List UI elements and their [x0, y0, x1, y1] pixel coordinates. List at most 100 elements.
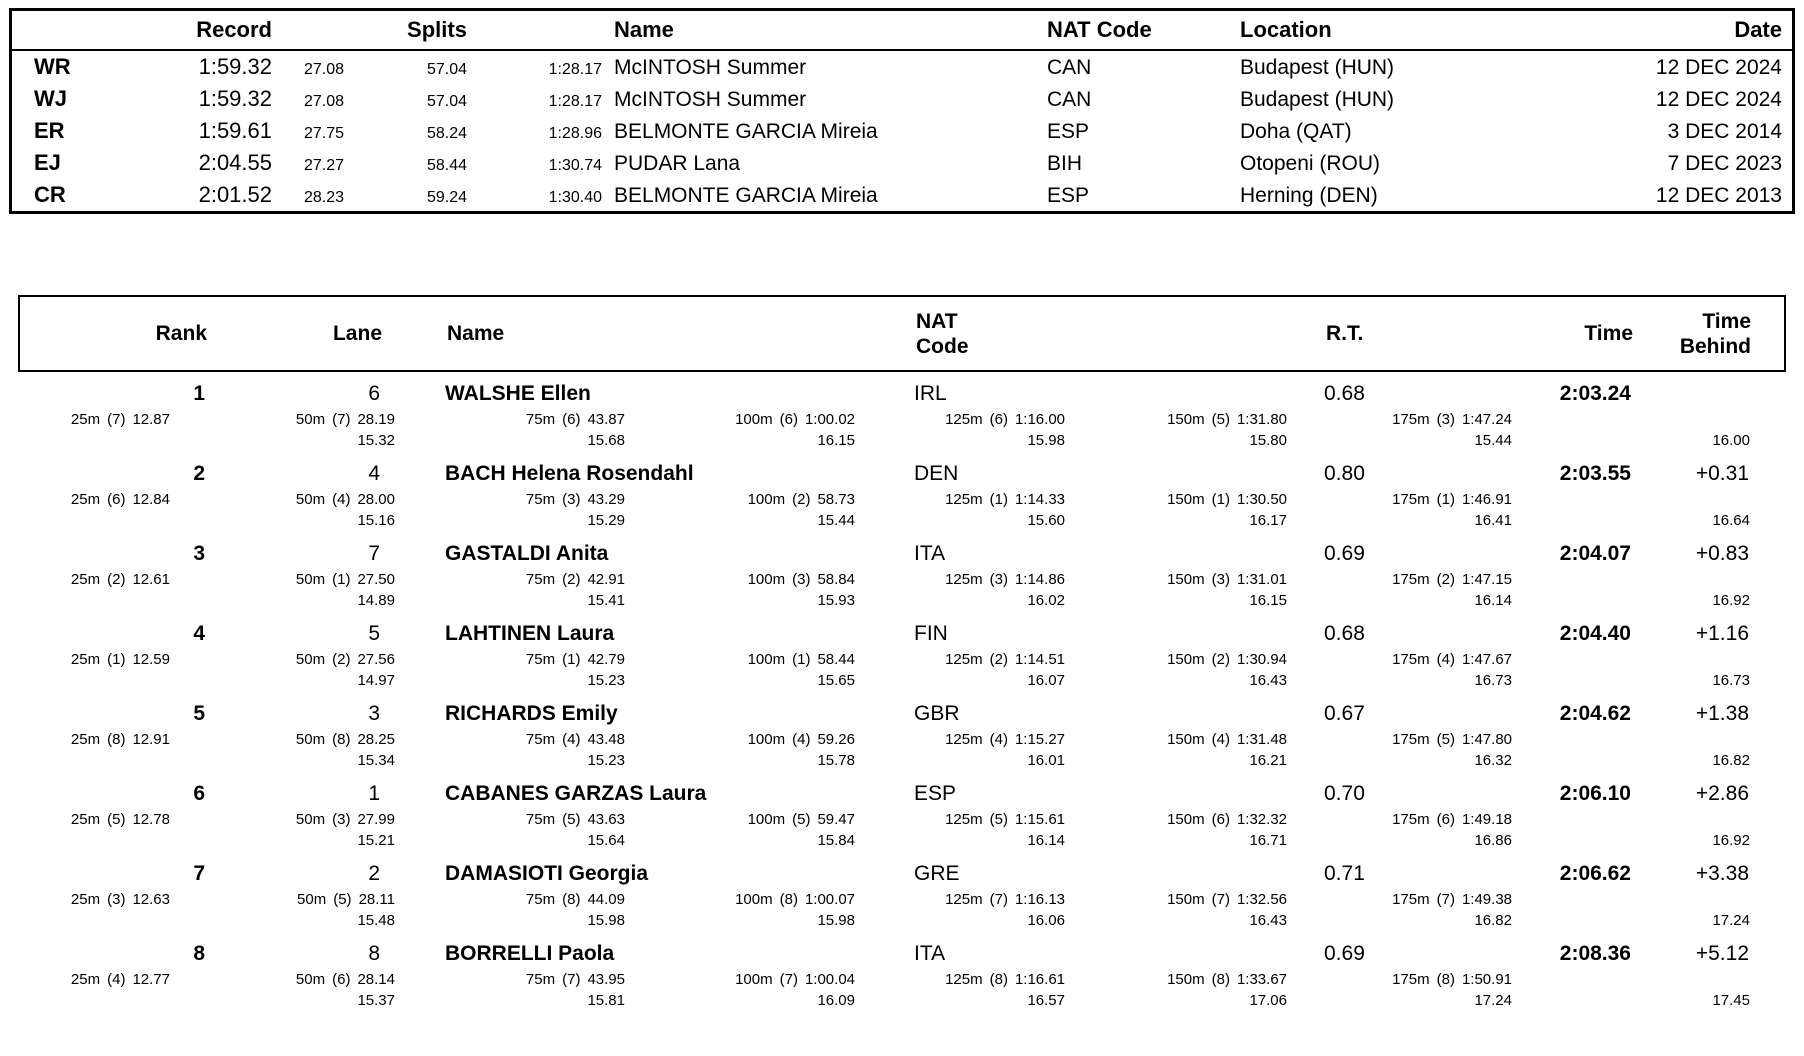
- split-cumulative-line: 175m (3) 1:47.24: [1287, 409, 1512, 430]
- record-time: 2:04.55: [198, 150, 272, 175]
- result-row: 1 6 WALSHE Ellen IRL 0.68 2:03.24 25m (7…: [18, 378, 1786, 451]
- records-header-location: Location: [1240, 17, 1332, 42]
- split-cumulative-line: 150m (1) 1:30.50: [1065, 489, 1287, 510]
- split-lap-time: 15.68: [587, 432, 625, 449]
- split-lap-time: 14.89: [357, 592, 395, 609]
- split-cumulative-line: 100m (2) 58.73: [625, 489, 855, 510]
- results-body: 1 6 WALSHE Ellen IRL 0.68 2:03.24 25m (7…: [18, 378, 1786, 1011]
- swimmer-name: WALSHE Ellen: [445, 382, 591, 405]
- split-cumulative-line: 175m (2) 1:47.15: [1287, 569, 1512, 590]
- result-lane: 8: [368, 942, 380, 965]
- split-cell: 100m (4) 59.26 15.78: [625, 729, 855, 771]
- split-cumulative-time: 1:30.50: [1236, 491, 1287, 508]
- split-cumulative-line: 50m (6) 28.14: [170, 969, 395, 990]
- split-position: (5): [333, 891, 352, 908]
- record-split-50m: 27.75: [303, 125, 344, 142]
- final-time: 2:04.07: [1559, 542, 1631, 565]
- records-header-nat-code: NAT Code: [1047, 17, 1152, 42]
- split-lap-time: 15.84: [817, 832, 855, 849]
- split-cumulative-line: 75m (2) 42.91: [395, 569, 625, 590]
- split-distance-label: 175m: [1392, 811, 1430, 828]
- split-distance-label: 125m: [945, 891, 983, 908]
- split-position: (4): [562, 731, 581, 748]
- split-distance-label: 150m: [1167, 651, 1205, 668]
- record-location: Otopeni (ROU): [1240, 152, 1381, 175]
- split-cumulative-line: [1512, 409, 1750, 430]
- split-cell: 50m (8) 28.25 15.34: [170, 729, 395, 771]
- split-cumulative-line: 100m (1) 58.44: [625, 649, 855, 670]
- result-nat-code: ITA: [914, 942, 946, 965]
- split-position: (5): [1436, 731, 1455, 748]
- splits-grid: 25m (1) 12.59 50m (2) 27.56 14.97 75m (1…: [18, 649, 1786, 691]
- split-cell: 175m (5) 1:47.80 16.32: [1287, 729, 1512, 771]
- split-position: (4): [1211, 731, 1230, 748]
- split-cumulative-time: 43.87: [587, 411, 625, 428]
- split-cumulative-time: 1:32.56: [1236, 891, 1287, 908]
- record-split-150m: 1:28.17: [548, 93, 602, 110]
- split-position: (5): [989, 811, 1008, 828]
- results-header-rank: Rank: [155, 322, 207, 345]
- split-cumulative-line: 75m (7) 43.95: [395, 969, 625, 990]
- swimmer-name: LAHTINEN Laura: [445, 622, 615, 645]
- split-lap-time: 15.16: [357, 512, 395, 529]
- split-cell: 16.64: [1512, 489, 1774, 531]
- split-position: (5): [107, 811, 126, 828]
- split-cell: 75m (6) 43.87 15.68: [395, 409, 625, 451]
- record-split-150m: 1:30.74: [548, 157, 602, 174]
- split-lap-time: [30, 750, 170, 771]
- split-lap-time: 15.98: [587, 912, 625, 929]
- split-cumulative-line: 25m (7) 12.87: [30, 409, 170, 430]
- split-distance-label: 50m: [295, 811, 326, 828]
- split-cumulative-line: 75m (6) 43.87: [395, 409, 625, 430]
- result-main-row: 6 1 CABANES GARZAS Laura ESP 0.70 2:06.1…: [18, 778, 1786, 809]
- split-position: (5): [1211, 411, 1230, 428]
- records-header-name: Name: [614, 17, 674, 42]
- split-cell: 25m (6) 12.84: [30, 489, 170, 531]
- record-row: ER 1:59.61 27.75 58.24 1:28.96 BELMONTE …: [12, 115, 1792, 147]
- split-distance-label: 25m: [70, 571, 101, 588]
- split-cumulative-line: 75m (5) 43.63: [395, 809, 625, 830]
- result-main-row: 3 7 GASTALDI Anita ITA 0.69 2:04.07 +0.8…: [18, 538, 1786, 569]
- split-lap-time: 16.00: [1712, 432, 1750, 449]
- split-cumulative-line: 175m (5) 1:47.80: [1287, 729, 1512, 750]
- final-time: 2:03.55: [1559, 462, 1631, 485]
- split-cumulative-line: 125m (5) 1:15.61: [855, 809, 1065, 830]
- split-position: (1): [562, 651, 581, 668]
- split-position: (3): [792, 571, 811, 588]
- split-position: (5): [792, 811, 811, 828]
- splits-grid: 25m (3) 12.63 50m (5) 28.11 15.48 75m (8…: [18, 889, 1786, 931]
- split-position: (8): [332, 731, 351, 748]
- record-split-150m: 1:28.17: [548, 61, 602, 78]
- split-cell: 75m (8) 44.09 15.98: [395, 889, 625, 931]
- split-cell: 16.82: [1512, 729, 1774, 771]
- split-cell: 125m (8) 1:16.61 16.57: [855, 969, 1065, 1011]
- split-lap-time: 16.02: [1027, 592, 1065, 609]
- split-cell: 25m (5) 12.78: [30, 809, 170, 851]
- split-cumulative-time: 1:47.67: [1461, 651, 1512, 668]
- time-behind: +1.38: [1695, 702, 1749, 725]
- final-time: 2:08.36: [1559, 942, 1631, 965]
- swimmer-name: BORRELLI Paola: [445, 942, 615, 965]
- split-cumulative-line: [1512, 809, 1750, 830]
- split-cell: 100m (1) 58.44 15.65: [625, 649, 855, 691]
- split-distance-label: 175m: [1392, 971, 1430, 988]
- split-lap-time: 16.14: [1027, 832, 1065, 849]
- split-cumulative-line: 25m (5) 12.78: [30, 809, 170, 830]
- record-tag: CR: [34, 182, 66, 207]
- split-cumulative-time: 28.00: [357, 491, 395, 508]
- split-cumulative-line: 75m (8) 44.09: [395, 889, 625, 910]
- split-cumulative-line: 125m (6) 1:16.00: [855, 409, 1065, 430]
- result-lane: 1: [368, 782, 380, 805]
- split-lap-time: 16.92: [1712, 832, 1750, 849]
- split-cumulative-time: 42.79: [587, 651, 625, 668]
- split-cumulative-line: 100m (7) 1:00.04: [625, 969, 855, 990]
- split-lap-time: 15.78: [817, 752, 855, 769]
- split-cumulative-line: 125m (4) 1:15.27: [855, 729, 1065, 750]
- split-position: (7): [332, 411, 351, 428]
- split-distance-label: 75m: [525, 731, 556, 748]
- result-nat-code: IRL: [914, 382, 947, 405]
- split-cumulative-line: 150m (7) 1:32.56: [1065, 889, 1287, 910]
- split-distance-label: 25m: [70, 971, 101, 988]
- split-cumulative-line: [1512, 649, 1750, 670]
- record-row: CR 2:01.52 28.23 59.24 1:30.40 BELMONTE …: [12, 179, 1792, 211]
